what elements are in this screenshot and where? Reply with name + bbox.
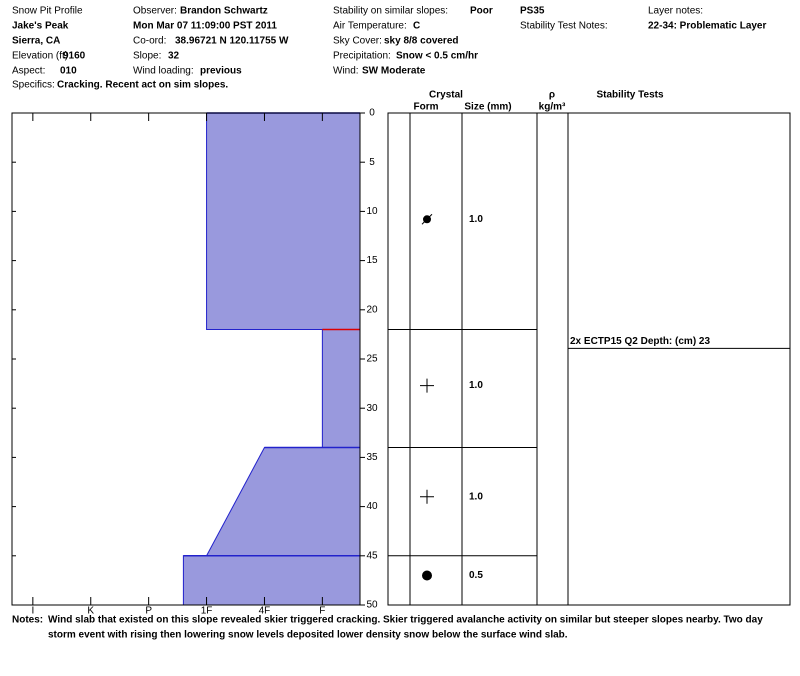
field-value: Cracking. Recent act on sim slopes. — [57, 80, 228, 91]
field-value: 9160 — [63, 51, 86, 62]
x-tick-label: 4F — [259, 606, 271, 617]
x-tick-label: F — [319, 606, 325, 617]
field-label: Stability on similar slopes: — [333, 6, 448, 17]
notes-line: storm event with rising then lowering sn… — [48, 630, 568, 641]
field-label: Precipitation: — [333, 51, 391, 62]
y-tick-label: 0 — [369, 108, 375, 119]
column-title: ρ — [549, 90, 555, 101]
field-value: C — [413, 21, 420, 32]
y-tick-label: 45 — [366, 550, 378, 561]
field-label: Specifics: — [12, 80, 55, 91]
field-value: Poor — [470, 6, 493, 17]
column-title: Crystal — [429, 90, 463, 101]
hardness-layer — [321, 328, 361, 449]
stability-test: 2x ECTP15 Q2 Depth: (cm) 23 — [570, 336, 710, 347]
notes-label: Notes: — [12, 615, 43, 626]
y-tick-label: 50 — [366, 600, 378, 611]
column-header: kg/m³ — [539, 102, 566, 113]
location: Jake's Peak — [12, 21, 69, 32]
y-tick-label: 40 — [366, 501, 378, 512]
field-value: 22-34: Problematic Layer — [648, 21, 766, 32]
hardness-layer — [205, 447, 361, 557]
y-tick-label: 25 — [366, 354, 378, 365]
column-title: Stability Tests — [596, 90, 663, 101]
y-tick-label: 35 — [366, 452, 378, 463]
x-tick-label: 1F — [201, 606, 213, 617]
crystal-form — [422, 570, 432, 581]
field-label: Slope: — [133, 51, 161, 62]
field-value: SW Moderate — [362, 66, 426, 77]
y-tick-label: 20 — [366, 304, 378, 315]
title: Snow Pit Profile — [12, 6, 83, 17]
field-label: Stability Test Notes: — [520, 21, 608, 32]
column-header: Form — [414, 102, 439, 113]
field-label: Sky Cover: — [333, 36, 382, 47]
y-tick-label: 5 — [369, 157, 375, 168]
field-value: 38.96721 N 120.11755 W — [175, 36, 289, 47]
crystal-form — [420, 489, 434, 504]
x-tick-label: I — [31, 606, 34, 617]
crystal-size: 0.5 — [469, 570, 483, 581]
field-label: Elevation (ft) — [12, 51, 68, 62]
field-value: 32 — [168, 51, 180, 62]
right-panel-frame — [387, 112, 791, 606]
field-value: 010 — [60, 66, 77, 77]
crystal-size: 1.0 — [469, 214, 483, 225]
field-label: Wind loading: — [133, 66, 194, 77]
pit-id: PS35 — [520, 6, 545, 17]
field-value: Snow < 0.5 cm/hr — [396, 51, 478, 62]
crystal-size: 1.0 — [469, 491, 483, 502]
x-tick-label: P — [145, 606, 152, 617]
field-label: Aspect: — [12, 66, 45, 77]
field-label: Co-ord: — [133, 36, 166, 47]
hardness-layer — [182, 555, 361, 606]
column-header: Size (mm) — [464, 102, 511, 113]
notes-line: Wind slab that existed on this slope rev… — [48, 615, 763, 626]
field-value: sky 8/8 covered — [384, 36, 459, 47]
field-label: Observer: — [133, 6, 177, 17]
field-label: Layer notes: — [648, 6, 703, 17]
y-tick-label: 30 — [366, 403, 378, 414]
crystal-size: 1.0 — [469, 380, 483, 391]
field-value: Brandon Schwartz — [180, 6, 268, 17]
field-value: previous — [200, 66, 242, 77]
hardness-layer — [206, 112, 361, 330]
crystal-form — [420, 378, 434, 393]
y-tick-label: 15 — [366, 255, 378, 266]
field-label: Wind: — [333, 66, 359, 77]
field-label: Air Temperature: — [333, 21, 407, 32]
y-tick-label: 10 — [366, 206, 378, 217]
date: Mon Mar 07 11:09:00 PST 2011 — [133, 21, 277, 32]
x-tick-label: K — [87, 606, 94, 617]
region: Sierra, CA — [12, 36, 60, 47]
crystal-form-slash — [421, 213, 433, 225]
